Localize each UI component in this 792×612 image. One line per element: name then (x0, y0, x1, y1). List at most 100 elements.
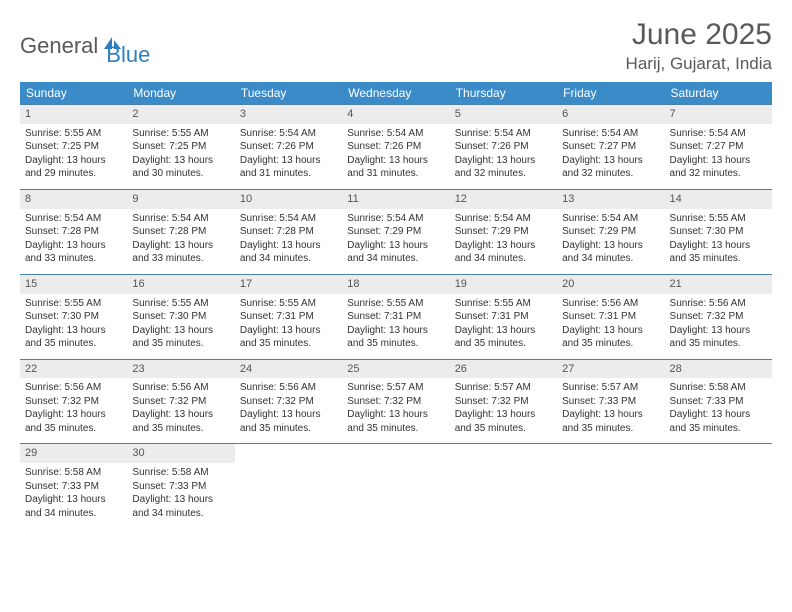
calendar-day-cell: 14Sunrise: 5:55 AMSunset: 7:30 PMDayligh… (665, 189, 772, 274)
day-content: Sunrise: 5:55 AMSunset: 7:31 PMDaylight:… (342, 294, 449, 359)
day-number: 19 (450, 275, 557, 294)
calendar-day-cell: 6Sunrise: 5:54 AMSunset: 7:27 PMDaylight… (557, 105, 664, 190)
day-header: Monday (127, 82, 234, 105)
day-number: 8 (20, 190, 127, 209)
calendar-week-row: 22Sunrise: 5:56 AMSunset: 7:32 PMDayligh… (20, 359, 772, 444)
day-content: Sunrise: 5:56 AMSunset: 7:32 PMDaylight:… (127, 378, 234, 443)
calendar-day-cell: 23Sunrise: 5:56 AMSunset: 7:32 PMDayligh… (127, 359, 234, 444)
day-number: 28 (665, 360, 772, 379)
calendar-day-cell: .. (342, 444, 449, 528)
calendar-day-cell: .. (557, 444, 664, 528)
day-content: Sunrise: 5:56 AMSunset: 7:31 PMDaylight:… (557, 294, 664, 359)
day-content: Sunrise: 5:56 AMSunset: 7:32 PMDaylight:… (235, 378, 342, 443)
calendar-day-cell: 8Sunrise: 5:54 AMSunset: 7:28 PMDaylight… (20, 189, 127, 274)
day-header: Saturday (665, 82, 772, 105)
day-number: 3 (235, 105, 342, 124)
day-number: 4 (342, 105, 449, 124)
calendar-day-cell: 10Sunrise: 5:54 AMSunset: 7:28 PMDayligh… (235, 189, 342, 274)
calendar-day-cell: 7Sunrise: 5:54 AMSunset: 7:27 PMDaylight… (665, 105, 772, 190)
calendar-day-cell: 9Sunrise: 5:54 AMSunset: 7:28 PMDaylight… (127, 189, 234, 274)
day-number: 14 (665, 190, 772, 209)
calendar-day-cell: 11Sunrise: 5:54 AMSunset: 7:29 PMDayligh… (342, 189, 449, 274)
day-header-row: Sunday Monday Tuesday Wednesday Thursday… (20, 82, 772, 105)
day-number: 11 (342, 190, 449, 209)
calendar-week-row: 1Sunrise: 5:55 AMSunset: 7:25 PMDaylight… (20, 105, 772, 190)
calendar-day-cell: 16Sunrise: 5:55 AMSunset: 7:30 PMDayligh… (127, 274, 234, 359)
day-content: Sunrise: 5:54 AMSunset: 7:29 PMDaylight:… (450, 209, 557, 274)
logo-text-general: General (20, 33, 98, 59)
day-content: Sunrise: 5:55 AMSunset: 7:31 PMDaylight:… (235, 294, 342, 359)
day-number: 20 (557, 275, 664, 294)
day-number: 12 (450, 190, 557, 209)
calendar-day-cell: 22Sunrise: 5:56 AMSunset: 7:32 PMDayligh… (20, 359, 127, 444)
calendar-day-cell: 3Sunrise: 5:54 AMSunset: 7:26 PMDaylight… (235, 105, 342, 190)
calendar-week-row: 15Sunrise: 5:55 AMSunset: 7:30 PMDayligh… (20, 274, 772, 359)
calendar-day-cell: 27Sunrise: 5:57 AMSunset: 7:33 PMDayligh… (557, 359, 664, 444)
calendar-day-cell: 19Sunrise: 5:55 AMSunset: 7:31 PMDayligh… (450, 274, 557, 359)
day-header: Friday (557, 82, 664, 105)
calendar-day-cell: 1Sunrise: 5:55 AMSunset: 7:25 PMDaylight… (20, 105, 127, 190)
day-content: Sunrise: 5:58 AMSunset: 7:33 PMDaylight:… (665, 378, 772, 443)
calendar-day-cell: .. (450, 444, 557, 528)
day-content: Sunrise: 5:54 AMSunset: 7:29 PMDaylight:… (342, 209, 449, 274)
day-number: 9 (127, 190, 234, 209)
calendar-day-cell: 13Sunrise: 5:54 AMSunset: 7:29 PMDayligh… (557, 189, 664, 274)
title-block: June 2025 Harij, Gujarat, India (626, 18, 772, 74)
day-header: Tuesday (235, 82, 342, 105)
day-number: 29 (20, 444, 127, 463)
calendar-day-cell: 17Sunrise: 5:55 AMSunset: 7:31 PMDayligh… (235, 274, 342, 359)
day-content: Sunrise: 5:54 AMSunset: 7:27 PMDaylight:… (557, 124, 664, 189)
day-content: Sunrise: 5:58 AMSunset: 7:33 PMDaylight:… (20, 463, 127, 528)
calendar-table: Sunday Monday Tuesday Wednesday Thursday… (20, 82, 772, 528)
day-content: Sunrise: 5:55 AMSunset: 7:30 PMDaylight:… (20, 294, 127, 359)
day-number: 6 (557, 105, 664, 124)
day-content: Sunrise: 5:56 AMSunset: 7:32 PMDaylight:… (20, 378, 127, 443)
calendar-day-cell: 30Sunrise: 5:58 AMSunset: 7:33 PMDayligh… (127, 444, 234, 528)
day-content: Sunrise: 5:58 AMSunset: 7:33 PMDaylight:… (127, 463, 234, 528)
day-header: Thursday (450, 82, 557, 105)
day-number: 1 (20, 105, 127, 124)
logo-text-blue: Blue (106, 42, 150, 68)
day-content: Sunrise: 5:55 AMSunset: 7:25 PMDaylight:… (20, 124, 127, 189)
day-number: 23 (127, 360, 234, 379)
calendar-day-cell: 25Sunrise: 5:57 AMSunset: 7:32 PMDayligh… (342, 359, 449, 444)
day-number: 27 (557, 360, 664, 379)
day-number: 22 (20, 360, 127, 379)
day-number: 18 (342, 275, 449, 294)
calendar-day-cell: 15Sunrise: 5:55 AMSunset: 7:30 PMDayligh… (20, 274, 127, 359)
calendar-day-cell: .. (665, 444, 772, 528)
day-content: Sunrise: 5:57 AMSunset: 7:32 PMDaylight:… (342, 378, 449, 443)
day-content: Sunrise: 5:54 AMSunset: 7:28 PMDaylight:… (235, 209, 342, 274)
calendar-day-cell: 18Sunrise: 5:55 AMSunset: 7:31 PMDayligh… (342, 274, 449, 359)
day-content: Sunrise: 5:54 AMSunset: 7:27 PMDaylight:… (665, 124, 772, 189)
day-header: Wednesday (342, 82, 449, 105)
day-content: Sunrise: 5:57 AMSunset: 7:33 PMDaylight:… (557, 378, 664, 443)
day-number: 24 (235, 360, 342, 379)
calendar-day-cell: 5Sunrise: 5:54 AMSunset: 7:26 PMDaylight… (450, 105, 557, 190)
calendar-day-cell: 26Sunrise: 5:57 AMSunset: 7:32 PMDayligh… (450, 359, 557, 444)
day-number: 16 (127, 275, 234, 294)
day-number: 15 (20, 275, 127, 294)
day-number: 21 (665, 275, 772, 294)
day-content: Sunrise: 5:54 AMSunset: 7:26 PMDaylight:… (342, 124, 449, 189)
day-number: 7 (665, 105, 772, 124)
calendar-day-cell: 20Sunrise: 5:56 AMSunset: 7:31 PMDayligh… (557, 274, 664, 359)
day-content: Sunrise: 5:55 AMSunset: 7:31 PMDaylight:… (450, 294, 557, 359)
day-content: Sunrise: 5:54 AMSunset: 7:28 PMDaylight:… (20, 209, 127, 274)
calendar-day-cell: 29Sunrise: 5:58 AMSunset: 7:33 PMDayligh… (20, 444, 127, 528)
day-content: Sunrise: 5:55 AMSunset: 7:30 PMDaylight:… (127, 294, 234, 359)
location-text: Harij, Gujarat, India (626, 54, 772, 74)
calendar-day-cell: 21Sunrise: 5:56 AMSunset: 7:32 PMDayligh… (665, 274, 772, 359)
day-number: 17 (235, 275, 342, 294)
day-number: 26 (450, 360, 557, 379)
day-content: Sunrise: 5:54 AMSunset: 7:29 PMDaylight:… (557, 209, 664, 274)
month-title: June 2025 (626, 18, 772, 52)
day-content: Sunrise: 5:55 AMSunset: 7:25 PMDaylight:… (127, 124, 234, 189)
calendar-day-cell: .. (235, 444, 342, 528)
calendar-day-cell: 12Sunrise: 5:54 AMSunset: 7:29 PMDayligh… (450, 189, 557, 274)
calendar-week-row: 8Sunrise: 5:54 AMSunset: 7:28 PMDaylight… (20, 189, 772, 274)
day-number: 25 (342, 360, 449, 379)
day-content: Sunrise: 5:55 AMSunset: 7:30 PMDaylight:… (665, 209, 772, 274)
day-number: 10 (235, 190, 342, 209)
day-number: 2 (127, 105, 234, 124)
